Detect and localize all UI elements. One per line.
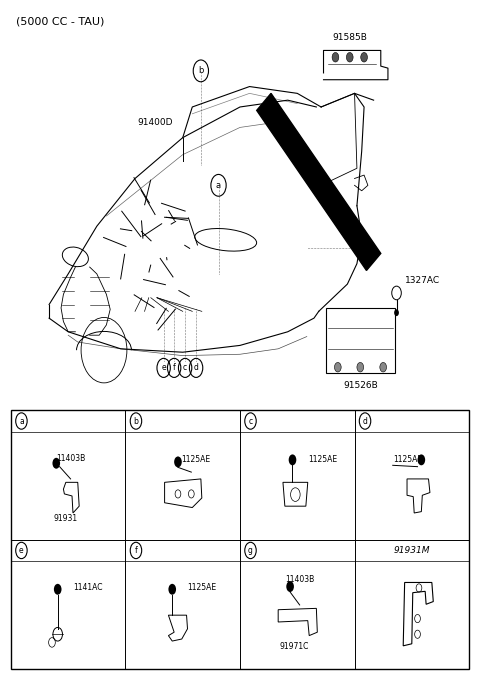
Circle shape bbox=[54, 584, 61, 594]
Text: a: a bbox=[19, 417, 24, 425]
Circle shape bbox=[332, 53, 339, 62]
Circle shape bbox=[361, 53, 367, 62]
Text: 11403B: 11403B bbox=[56, 454, 85, 463]
Text: 1125AE: 1125AE bbox=[393, 456, 422, 464]
Text: f: f bbox=[134, 546, 137, 555]
Text: b: b bbox=[133, 417, 138, 425]
Text: b: b bbox=[198, 66, 204, 75]
Text: (5000 CC - TAU): (5000 CC - TAU) bbox=[16, 16, 104, 27]
Circle shape bbox=[394, 309, 399, 316]
Text: 11403B: 11403B bbox=[285, 575, 314, 584]
Polygon shape bbox=[257, 93, 381, 270]
Circle shape bbox=[168, 584, 176, 594]
Circle shape bbox=[52, 458, 60, 469]
Text: 1125AE: 1125AE bbox=[188, 583, 216, 592]
Text: 91585B: 91585B bbox=[332, 34, 367, 42]
Text: 1125AE: 1125AE bbox=[181, 456, 211, 464]
Text: a: a bbox=[216, 181, 221, 190]
Circle shape bbox=[418, 454, 425, 465]
Circle shape bbox=[380, 363, 386, 372]
Circle shape bbox=[335, 363, 341, 372]
Circle shape bbox=[347, 53, 353, 62]
Circle shape bbox=[288, 454, 296, 465]
Text: e: e bbox=[161, 363, 166, 372]
Circle shape bbox=[357, 363, 364, 372]
Text: g: g bbox=[361, 244, 367, 252]
Text: 91526B: 91526B bbox=[343, 381, 378, 390]
Text: e: e bbox=[19, 546, 24, 555]
Text: 91971C: 91971C bbox=[279, 642, 309, 651]
Text: 91931: 91931 bbox=[54, 514, 78, 523]
Text: 91400D: 91400D bbox=[137, 118, 173, 127]
Circle shape bbox=[286, 581, 294, 592]
Text: g: g bbox=[248, 546, 253, 555]
Text: c: c bbox=[249, 417, 252, 425]
Text: 1141AC: 1141AC bbox=[73, 583, 102, 592]
Text: 91931M: 91931M bbox=[394, 546, 430, 555]
Text: f: f bbox=[173, 363, 176, 372]
Text: 1125AE: 1125AE bbox=[308, 456, 337, 464]
Circle shape bbox=[174, 456, 182, 467]
Text: c: c bbox=[183, 363, 187, 372]
Text: d: d bbox=[362, 417, 368, 425]
Text: d: d bbox=[193, 363, 199, 372]
Text: 1327AC: 1327AC bbox=[405, 276, 440, 285]
